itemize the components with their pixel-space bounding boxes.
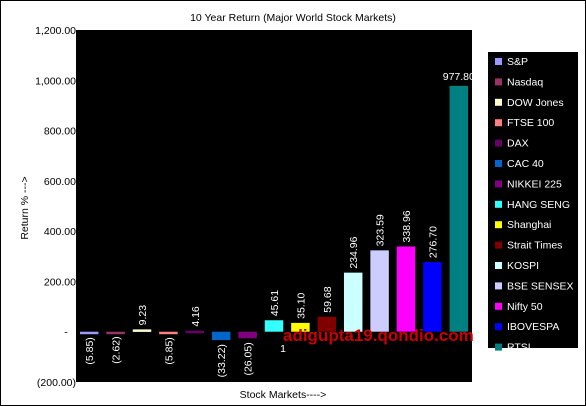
- y-axis: 1,200.00 1,000.00 800.00 600.00 400.00 200.00…: [35, 25, 76, 389]
- data-label: 59.68: [322, 286, 334, 312]
- data-label: (5.85): [163, 337, 175, 364]
- data-label: 9.23: [137, 305, 149, 326]
- data-label: (5.85): [84, 337, 96, 364]
- y-tick-label: 600.00: [44, 176, 76, 188]
- legend-label: DAX: [507, 138, 529, 150]
- legend-label: RTSI: [507, 342, 531, 354]
- legend-label: Strait Times: [507, 240, 562, 252]
- data-label: 338.96: [401, 210, 413, 242]
- legend-label: Nifty 50: [507, 301, 543, 313]
- annotation-label: 1: [280, 343, 286, 355]
- bar: [79, 331, 99, 335]
- legend-swatch: [495, 262, 502, 269]
- bar: [449, 85, 469, 332]
- legend-swatch: [495, 241, 502, 249]
- data-label: (26.05): [243, 342, 255, 375]
- bar: [185, 330, 205, 334]
- bar: [396, 246, 416, 332]
- data-label: 276.70: [427, 226, 439, 258]
- legend-label: BSE SENSEX: [507, 280, 574, 292]
- legend-swatch: [495, 221, 502, 229]
- data-label: 323.59: [375, 214, 387, 246]
- legend-swatch: [495, 323, 502, 331]
- y-axis-label: Return % --->: [19, 176, 31, 239]
- legend-swatch: [495, 343, 502, 351]
- x-axis-label: Stock Markets---->: [240, 389, 327, 401]
- bar: [106, 331, 125, 335]
- bar: [132, 329, 152, 332]
- legend-swatch: [495, 180, 502, 188]
- legend: [488, 52, 578, 348]
- legend-label: DOW Jones: [507, 97, 564, 109]
- data-label: 977.80: [443, 71, 475, 83]
- bar: [159, 331, 178, 335]
- bar: [291, 322, 310, 332]
- legend-label: Shanghai: [507, 219, 551, 231]
- data-label: 234.96: [348, 236, 360, 268]
- legend-label: S&P: [507, 56, 528, 68]
- bar: [264, 320, 284, 332]
- y-tick-label: 1,000.00: [35, 75, 76, 87]
- bar-labels: (5.85) (2.62) 9.23 (5.85) 4.16 (33.22) (26.05)…: [84, 71, 475, 377]
- y-tick-label: -: [64, 327, 68, 339]
- legend-swatch: [495, 139, 502, 147]
- legend-label: HANG SENG: [507, 199, 570, 211]
- bar: [211, 331, 231, 341]
- y-tick-label: (200.00): [37, 377, 76, 389]
- data-label: (2.62): [111, 336, 123, 363]
- chart-title: 10 Year Return (Major World Stock Market…: [190, 12, 396, 24]
- legend-swatch: [495, 78, 502, 86]
- bar: [423, 262, 442, 332]
- legend-swatch: [495, 282, 502, 290]
- y-tick-label: 200.00: [44, 276, 76, 288]
- data-label: 45.61: [269, 290, 281, 316]
- data-label: (33.22): [216, 344, 228, 377]
- bar: [317, 316, 337, 332]
- legend-swatch: [495, 58, 502, 65]
- legend-label: IBOVESPA: [507, 321, 559, 333]
- legend-label: NIKKEI 225: [507, 178, 562, 190]
- watermark-text: adigupta19.qondio.com: [283, 326, 474, 345]
- legend-swatch: [495, 119, 502, 127]
- legend-label: KOSPI: [507, 260, 539, 272]
- bar: [238, 331, 257, 339]
- y-tick-label: 400.00: [44, 226, 76, 238]
- bar: [343, 272, 363, 332]
- legend-items: S&P Nasdaq DOW Jones FTSE 100 DAX CAC 40 NIKKE…: [495, 56, 574, 354]
- data-label: 4.16: [190, 306, 202, 327]
- legend-swatch: [495, 200, 502, 208]
- data-label: 35.10: [295, 292, 307, 318]
- legend-label: Nasdaq: [507, 76, 543, 88]
- legend-swatch: [495, 160, 502, 167]
- bar: [370, 250, 389, 332]
- bars: [79, 85, 469, 341]
- legend-label: CAC 40: [507, 158, 544, 170]
- legend-swatch: [495, 302, 502, 310]
- y-tick-label: 800.00: [44, 126, 76, 138]
- legend-swatch: [495, 98, 502, 106]
- y-tick-label: 1,200.00: [35, 25, 76, 37]
- legend-label: FTSE 100: [507, 117, 554, 129]
